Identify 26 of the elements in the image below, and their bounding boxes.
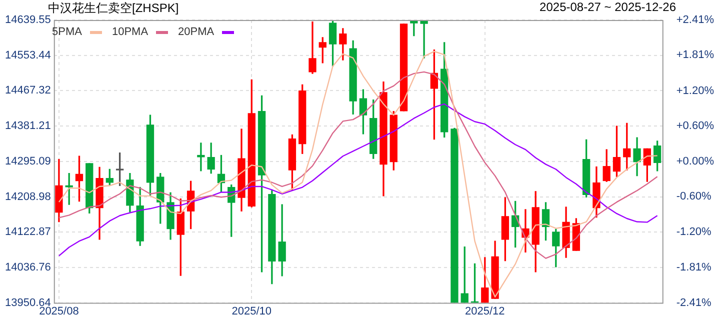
y-tick-label: 14122.87 — [4, 226, 51, 238]
y2-tick-label: -1.81% — [676, 262, 712, 274]
y-tick-label: 14467.32 — [4, 84, 51, 97]
y2-tick-label: +1.20% — [676, 85, 714, 98]
legend-label: 5PMA — [52, 26, 82, 38]
y-tick-label: 14381.21 — [4, 120, 51, 132]
x-tick-label: 2025/10 — [232, 305, 272, 318]
y2-tick-label: -2.41% — [676, 296, 712, 309]
y-tick-label: 14639.55 — [4, 14, 51, 26]
y2-tick-label: -0.60% — [676, 190, 712, 203]
chart-subtitle: 2025-08-27 ~ 2025-12-26 — [540, 0, 676, 14]
legend-label: 10PMA — [112, 26, 148, 38]
y-tick-label: 14553.44 — [4, 49, 51, 62]
x-tick-label: 2025/12 — [465, 305, 505, 318]
chart-title: 中汉花生仁卖空[ZHSPK] — [48, 0, 179, 15]
candlestick — [197, 142, 205, 172]
y2-tick-label: +2.41% — [676, 14, 714, 26]
x-tick-label: 2025/08 — [39, 305, 79, 318]
y2-tick-label: +0.60% — [676, 120, 714, 132]
y2-tick-label: +1.81% — [676, 49, 714, 62]
y-tick-label: 14036.76 — [4, 261, 51, 274]
y2-tick-label: +0.00% — [676, 155, 714, 168]
y-tick-label: 14208.98 — [4, 190, 51, 203]
y-tick-label: 14295.09 — [4, 155, 51, 168]
legend-label: 20PMA — [178, 26, 214, 38]
y2-tick-label: -1.20% — [676, 226, 712, 238]
